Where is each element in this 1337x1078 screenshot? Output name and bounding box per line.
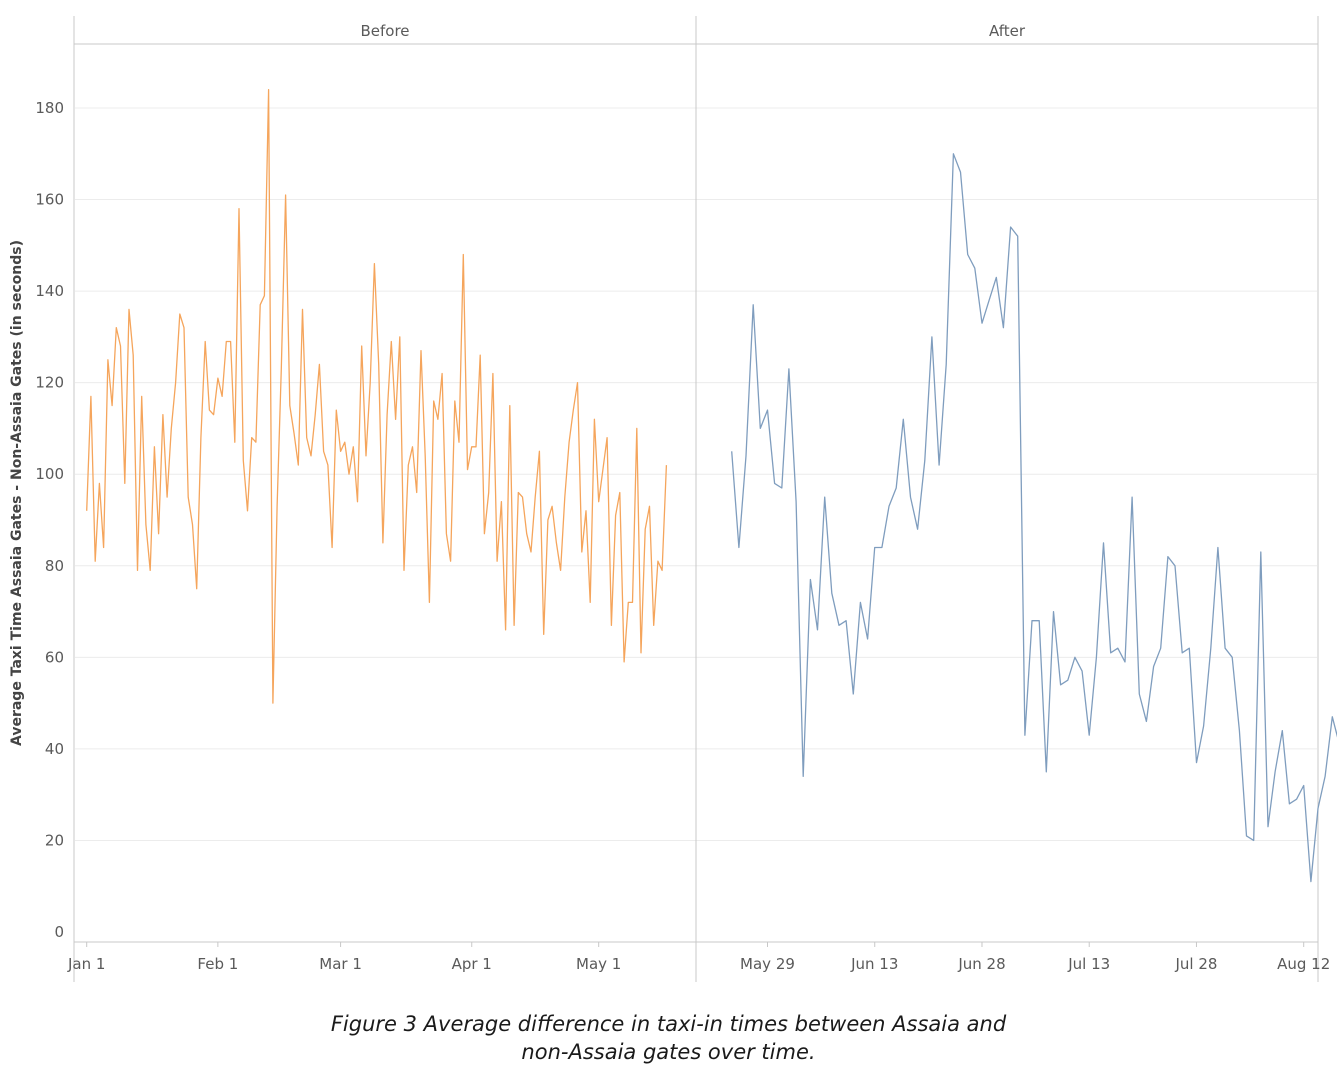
x-tick-label: Aug 12 bbox=[1277, 955, 1330, 973]
panel-title-before: Before bbox=[360, 22, 409, 40]
x-tick-label: Feb 1 bbox=[197, 955, 238, 973]
y-tick-label-40: 40 bbox=[45, 740, 64, 758]
y-axis-ticks: 0 20 40 60 80 100 120 140 160 180 bbox=[35, 99, 64, 941]
y-tick-label-0: 0 bbox=[54, 923, 64, 941]
x-tick-label: Jun 28 bbox=[957, 955, 1005, 973]
x-tick-label: May 1 bbox=[576, 955, 621, 973]
y-tick-label-160: 160 bbox=[35, 191, 64, 209]
y-tick-label-100: 100 bbox=[35, 465, 64, 483]
x-tick-label: Jun 13 bbox=[850, 955, 898, 973]
panel-title-after: After bbox=[989, 22, 1026, 40]
x-axis-ticks: Jan 1 Feb 1 Mar 1 Apr 1 May 1 May 29 Jun 13 Jun… bbox=[67, 942, 1330, 973]
y-tick-label-180: 180 bbox=[35, 99, 64, 117]
faceted-line-chart: Before After 0 20 40 60 80 100 120 140 160 180 Ja… bbox=[9, 16, 1337, 982]
x-tick-label: Mar 1 bbox=[319, 955, 362, 973]
series-line-after bbox=[731, 153, 1337, 883]
chart-frame bbox=[73, 16, 1319, 982]
x-tick-label: Apr 1 bbox=[452, 955, 492, 973]
x-tick-label: Jul 13 bbox=[1067, 955, 1110, 973]
y-tick-label-120: 120 bbox=[35, 374, 64, 392]
y-tick-label-20: 20 bbox=[45, 831, 64, 849]
x-tick-label: May 29 bbox=[740, 955, 795, 973]
series-line-before bbox=[86, 89, 668, 704]
x-tick-label: Jul 28 bbox=[1174, 955, 1217, 973]
y-tick-label-60: 60 bbox=[45, 648, 64, 666]
caption-line-2: non-Assaia gates over time. bbox=[521, 1040, 816, 1064]
y-tick-label-80: 80 bbox=[45, 557, 64, 575]
series-lines bbox=[86, 89, 1337, 883]
caption-line-1: Figure 3 Average difference in taxi-in t… bbox=[330, 1012, 1007, 1036]
y-axis-title: Average Taxi Time Assaia Gates - Non-Ass… bbox=[9, 240, 25, 746]
y-tick-label-140: 140 bbox=[35, 282, 64, 300]
figure-caption: Figure 3 Average difference in taxi-in t… bbox=[0, 1010, 1337, 1066]
x-tick-label: Jan 1 bbox=[67, 955, 105, 973]
